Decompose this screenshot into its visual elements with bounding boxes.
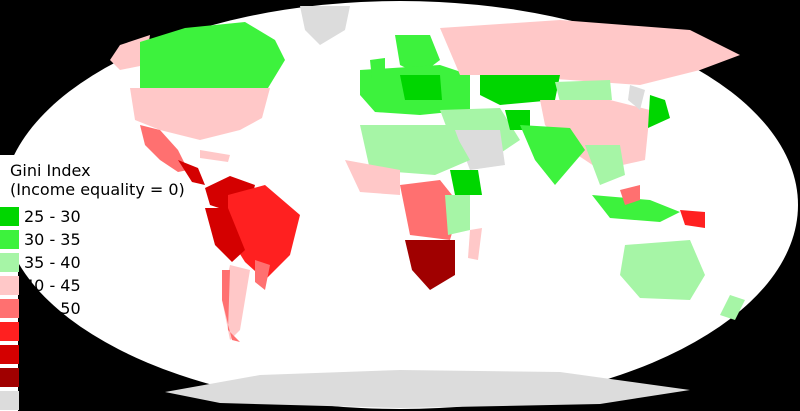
region-southeast-asia <box>585 145 625 185</box>
region-paraguay-uruguay <box>255 260 270 290</box>
region-afghanistan <box>505 110 530 130</box>
region-china <box>540 100 650 170</box>
region-korea <box>628 85 645 110</box>
legend-swatch <box>0 207 19 226</box>
region-indonesia <box>592 195 680 222</box>
legend-label: 30 - 35 <box>24 230 81 249</box>
region-new-zealand <box>720 295 745 320</box>
legend-label: 50 - 55 <box>24 322 81 341</box>
legend-swatch <box>0 276 19 295</box>
region-philippines <box>620 185 640 205</box>
region-ethiopia <box>450 170 482 195</box>
legend-label: 35 - 40 <box>24 253 81 272</box>
region-russia <box>440 20 740 85</box>
region-antarctica <box>165 370 690 408</box>
region-peru-bolivia <box>205 208 245 262</box>
region-central-america <box>178 160 205 185</box>
legend-swatch <box>0 322 19 341</box>
legend-label: 45 - 50 <box>24 299 81 318</box>
legend-label: no data <box>24 391 86 410</box>
legend-label: 40 - 45 <box>24 276 81 295</box>
region-australia <box>620 240 705 300</box>
region-brazil <box>228 185 300 280</box>
region-south-asia <box>520 125 585 185</box>
legend-label: 60 - 65 <box>24 368 81 387</box>
legend-swatch <box>0 368 19 387</box>
legend-swatch <box>0 391 19 410</box>
region-east-africa <box>445 195 470 235</box>
legend-swatch <box>0 299 19 318</box>
region-madagascar <box>468 228 482 260</box>
region-mexico <box>140 125 188 172</box>
legend-swatch <box>0 345 19 364</box>
region-uk <box>370 58 385 80</box>
legend-label: 25 - 30 <box>24 207 81 226</box>
region-chile <box>222 270 240 342</box>
legend-title: Gini Index (Income equality = 0) <box>10 161 185 199</box>
legend-label: 55 - 60 <box>24 345 81 364</box>
region-usa <box>130 88 270 140</box>
region-mongolia <box>555 80 612 102</box>
region-southern-africa <box>405 240 455 290</box>
region-papua <box>680 210 705 228</box>
region-kazakhstan <box>480 75 560 105</box>
region-scandinavia <box>395 35 440 75</box>
region-japan <box>648 95 670 128</box>
region-central-europe <box>400 75 442 100</box>
region-canada <box>140 22 285 88</box>
region-west-africa <box>345 160 400 195</box>
region-greenland <box>300 6 350 45</box>
legend-swatch <box>0 253 19 272</box>
region-north-africa <box>360 125 470 175</box>
legend-swatch <box>0 230 19 249</box>
region-caribbean <box>200 150 230 162</box>
